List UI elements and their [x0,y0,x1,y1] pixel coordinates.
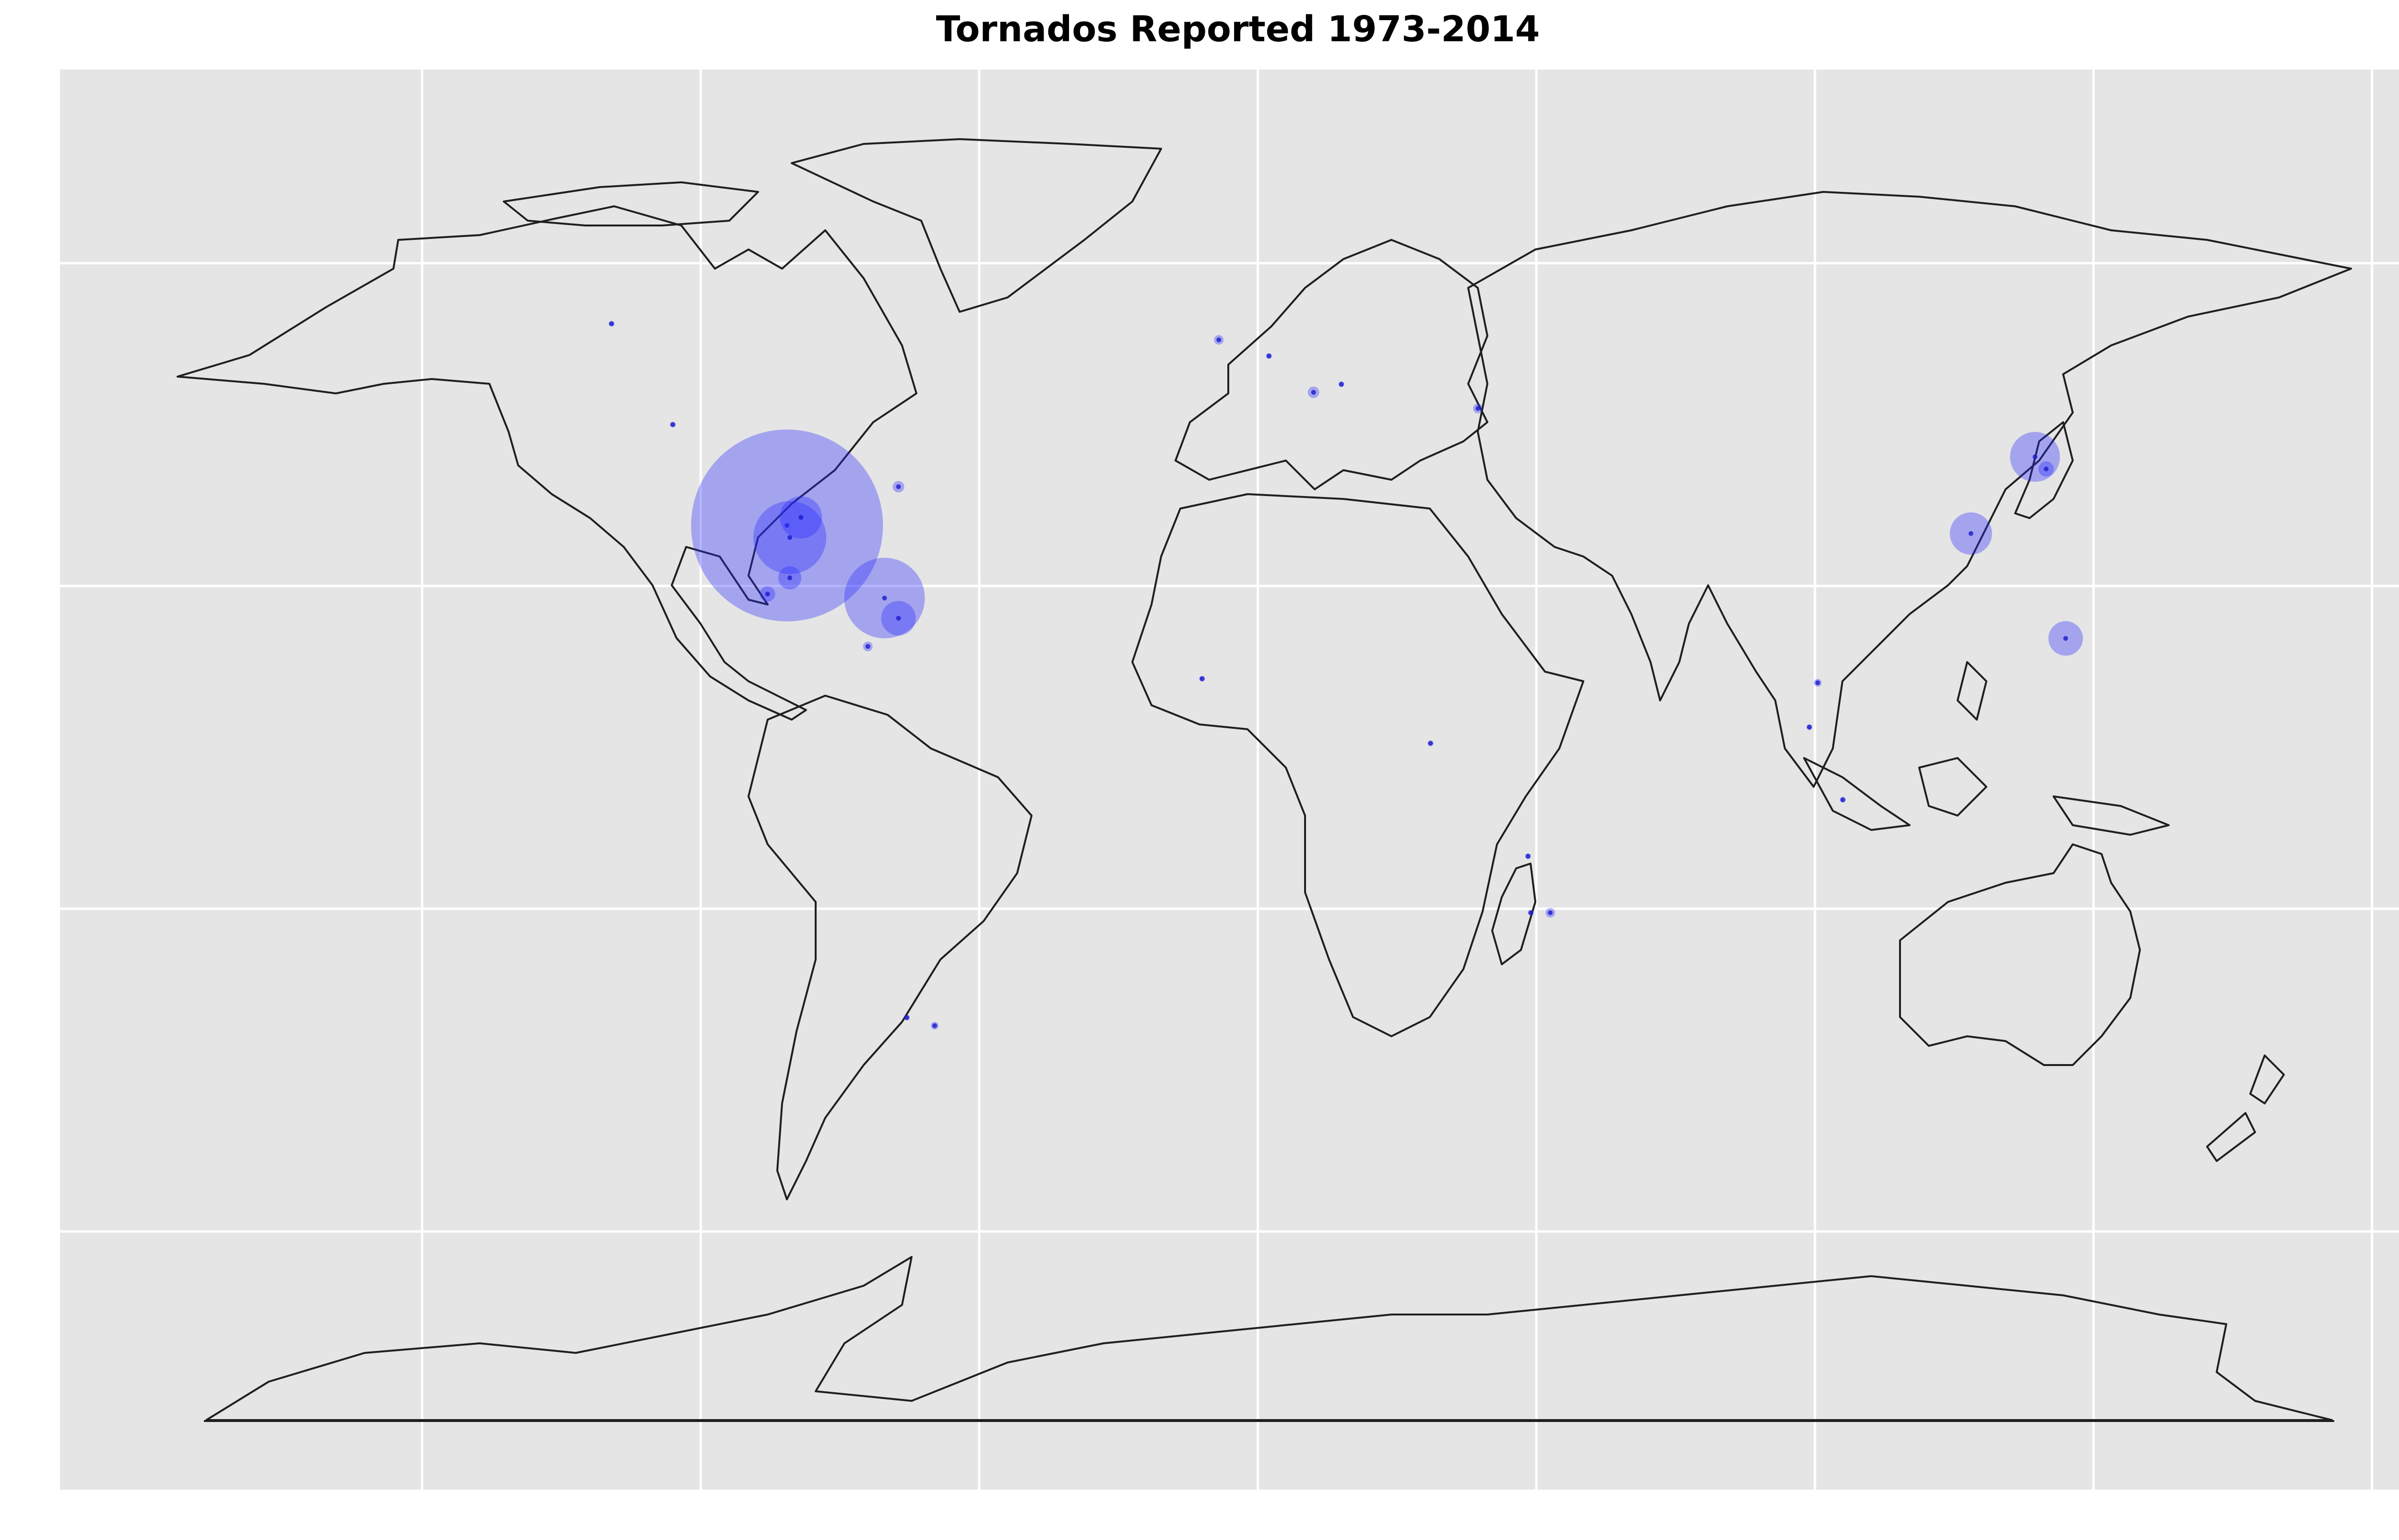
australia-outline [1899,843,2141,1066]
tornado-markers [608,320,2083,1030]
tornado-marker-center [787,575,793,580]
tornado-marker-center [865,644,870,649]
tornado-marker-center [904,1015,909,1020]
europe-outline [1175,239,1488,490]
tornado-marker-center [1807,724,1812,730]
antarctica-outline [205,1256,2333,1421]
tornado-marker-center [787,535,793,540]
new-zealand-outline [2206,1054,2285,1162]
north-america-outline [177,205,917,721]
tornado-marker-center [1528,910,1533,915]
tornado-marker-center [1840,797,1845,803]
tornado-marker-center [1266,354,1271,359]
tornado-marker-center [1968,531,1973,536]
tornado-marker-center [1428,741,1433,746]
arctic-islands-outline [503,181,759,226]
madagascar-outline [1491,863,1536,965]
tornado-marker-center [882,595,887,601]
tornado-marker-center [1339,381,1344,387]
tornado-marker-center [670,422,676,427]
tornado-marker-center [798,515,804,520]
tornado-marker-center [2063,636,2068,641]
tornado-marker-center [1525,853,1531,859]
tornado-marker-center [2043,466,2049,472]
tornado-marker-center [765,592,770,597]
southeast-asia-islands-outline [1803,661,2170,836]
tornado-marker-center [932,1023,938,1028]
asia-outline [1467,191,2352,788]
tornado-marker-center [784,523,790,528]
tornado-marker-center [1311,390,1316,395]
greenland-outline [791,138,1162,313]
tornado-marker-center [896,484,901,489]
africa-outline [1131,493,1584,1037]
tornado-marker-center [2032,454,2038,460]
tornado-marker-center [1815,680,1820,686]
tornado-marker-center [609,321,614,326]
tornado-marker-center [1200,676,1205,681]
plot-panel [60,70,2399,1490]
tornado-marker-center [1216,337,1222,343]
tornado-marker-center [1475,406,1481,411]
land-outlines [177,138,2352,1422]
tornado-marker-center [896,616,901,621]
chart-title: Tornados Reported 1973-2014 [936,9,1540,50]
tornado-marker-center [1548,910,1553,915]
japan-outline [2014,421,2074,519]
south-america-outline [748,695,1033,1200]
